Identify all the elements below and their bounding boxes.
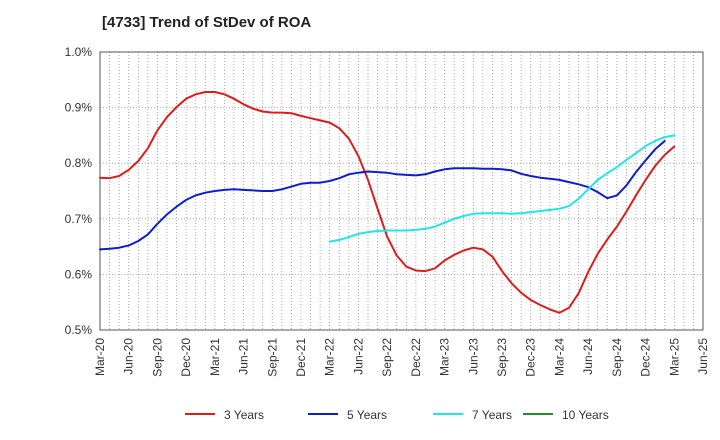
y-tick-label: 0.6% — [65, 267, 93, 281]
plot-border — [99, 51, 704, 331]
x-tick-label: Dec-23 — [524, 338, 538, 377]
y-tick-label: 0.5% — [65, 323, 93, 337]
x-tick-label: Jun-25 — [696, 338, 710, 375]
x-tick-label: Sep-22 — [380, 338, 394, 377]
y-tick-label: 1.0% — [65, 45, 93, 59]
x-tick-label: Jun-23 — [466, 338, 480, 375]
legend-label: 10 Years — [562, 408, 609, 422]
x-tick-label: Dec-21 — [294, 338, 308, 377]
series-line-3-years — [99, 91, 676, 314]
legend-label: 3 Years — [224, 408, 264, 422]
x-tick-label: Mar-23 — [438, 338, 452, 376]
x-tick-label: Mar-22 — [323, 338, 337, 376]
series-line-5-years — [99, 140, 666, 251]
plot-area — [100, 52, 703, 330]
y-tick-label: 0.9% — [65, 101, 93, 115]
x-tick-label: Sep-21 — [265, 338, 279, 377]
y-tick-label: 0.7% — [65, 212, 93, 226]
x-tick-label: Sep-20 — [150, 338, 164, 377]
legend-label: 5 Years — [347, 408, 387, 422]
x-tick-label: Mar-25 — [667, 338, 681, 376]
x-tick-label: Jun-20 — [122, 338, 136, 375]
x-tick-label: Mar-20 — [93, 338, 107, 376]
x-tick-label: Dec-22 — [409, 338, 423, 377]
x-tick-label: Sep-23 — [495, 338, 509, 377]
x-tick-label: Mar-21 — [208, 338, 222, 376]
x-tick-label: Jun-24 — [581, 338, 595, 375]
x-tick-label: Sep-24 — [610, 338, 624, 377]
x-tick-label: Dec-24 — [639, 338, 653, 377]
legend-label: 7 Years — [472, 408, 512, 422]
series-line-7-years — [328, 134, 676, 243]
x-tick-label: Dec-20 — [179, 338, 193, 377]
x-tick-label: Mar-24 — [552, 338, 566, 376]
chart-title: [4733] Trend of StDev of ROA — [102, 14, 312, 31]
x-tick-label: Jun-21 — [237, 338, 251, 375]
x-tick-label: Jun-22 — [351, 338, 365, 375]
y-tick-label: 0.8% — [65, 156, 93, 170]
